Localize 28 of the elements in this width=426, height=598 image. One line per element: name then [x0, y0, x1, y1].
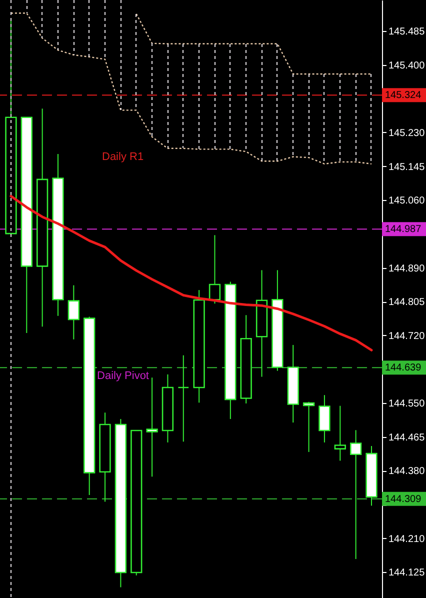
- y-tick-label: 144.210: [388, 534, 426, 545]
- y-tick-label: 145.400: [388, 60, 426, 72]
- ref-line-label: 144.639: [385, 362, 422, 374]
- y-tick-label: 144.805: [388, 297, 426, 308]
- candlestick: [68, 284, 80, 340]
- y-tick-label: 144.125: [388, 568, 426, 579]
- ref-line-label: 145.324: [385, 90, 422, 102]
- candlestick: [302, 401, 315, 452]
- line-series: [10, 12, 372, 165]
- candlestick: [208, 234, 221, 304]
- y-tick-label: 145.485: [388, 26, 426, 38]
- ref-line-label: 144.309: [385, 494, 422, 505]
- y-tick-label: 145.230: [388, 128, 426, 139]
- line-series: [10, 194, 373, 352]
- y-tick-label: 144.465: [388, 432, 426, 444]
- annotation: Daily R1: [102, 150, 144, 163]
- y-tick-label: 144.380: [388, 466, 426, 478]
- y-tick-label: 144.890: [388, 263, 426, 274]
- candlestick: [178, 354, 190, 442]
- y-tick-label: 145.060: [388, 196, 426, 207]
- y-tick-label: 144.720: [388, 330, 426, 342]
- annotation: Daily Pivot: [97, 370, 149, 382]
- y-tick-label: 145.145: [388, 162, 426, 173]
- candlestick: [334, 405, 346, 462]
- y-tick-label: 144.550: [388, 398, 426, 410]
- line-series: [136, 13, 372, 75]
- ref-line-label: 144.987: [385, 224, 422, 236]
- candlestick: [350, 430, 362, 560]
